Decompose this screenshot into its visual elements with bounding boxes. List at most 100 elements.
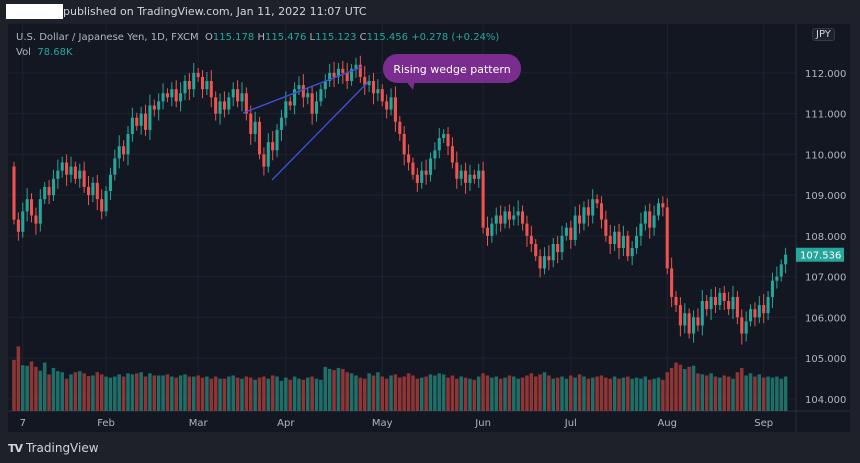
time-tick-label: May: [372, 418, 393, 429]
volume-bar: [380, 376, 385, 411]
open-label: O: [205, 32, 213, 43]
volume-bar: [722, 375, 726, 411]
volume-bar: [595, 376, 599, 411]
volume-bar: [60, 372, 64, 411]
candle: [108, 167, 112, 200]
publish-header: published on TradingView.com, Jan 11, 20…: [0, 0, 860, 24]
candle: [78, 163, 82, 188]
chart-pane[interactable]: [8, 24, 850, 432]
candle: [749, 304, 753, 327]
candle-body: [393, 97, 397, 122]
price-tick-label: 108.000: [805, 232, 846, 243]
candle: [139, 106, 143, 135]
candle: [240, 82, 244, 112]
volume-bar: [761, 377, 766, 411]
candle-body: [240, 93, 244, 102]
volume-bar: [656, 377, 661, 411]
candle-body: [161, 93, 165, 102]
candle-body: [301, 85, 305, 98]
volume-bar: [437, 373, 442, 411]
volume-bar: [218, 378, 222, 411]
volume-bar: [446, 377, 450, 411]
volume-bar: [512, 376, 516, 411]
candle-body: [341, 68, 345, 73]
candle: [135, 112, 139, 131]
volume-bar: [481, 373, 485, 411]
candle-body: [86, 186, 91, 196]
candle-body: [617, 231, 621, 249]
candle-body: [323, 81, 327, 90]
candle: [683, 303, 687, 334]
candle-body: [310, 93, 314, 114]
candle: [784, 247, 788, 274]
volume-bar: [25, 365, 29, 411]
candle: [218, 93, 222, 125]
candle-body: [639, 223, 643, 236]
candle: [722, 285, 726, 310]
candle: [130, 107, 134, 142]
candle: [148, 94, 152, 140]
candle-body: [696, 317, 700, 326]
change-value: +0.278 (+0.24%): [411, 32, 500, 43]
volume-bar: [783, 376, 788, 411]
candle-body: [95, 182, 99, 200]
candle: [314, 91, 319, 122]
candle: [104, 186, 108, 217]
candle-body: [236, 89, 240, 102]
wedge-upper-trendline[interactable]: [242, 66, 363, 114]
candle-body: [713, 296, 718, 306]
volume-bar: [108, 377, 113, 411]
candle-body: [345, 72, 349, 82]
wedge-lower-trendline[interactable]: [271, 81, 369, 181]
candle: [192, 62, 196, 98]
annotation-callout[interactable]: Rising wedge pattern: [383, 54, 521, 90]
candle: [521, 205, 525, 231]
volume-bar: [332, 370, 336, 411]
candle-body: [481, 170, 485, 228]
candle: [643, 205, 647, 231]
candle-body: [231, 89, 235, 98]
volume-bar: [12, 359, 16, 411]
currency-badge[interactable]: JPY: [812, 28, 835, 41]
candle-body: [749, 309, 753, 322]
candle: [442, 129, 446, 143]
candle-body: [692, 317, 696, 334]
candle: [253, 111, 257, 142]
volume-bar: [86, 376, 91, 411]
volume-bar: [21, 365, 25, 411]
volume-bar: [415, 378, 420, 411]
candle: [656, 198, 661, 221]
candle-body: [257, 121, 262, 155]
volume-bar: [564, 378, 569, 411]
candle-body: [578, 215, 582, 224]
candle: [529, 225, 533, 252]
volume-bar: [428, 374, 433, 411]
candle: [635, 226, 639, 254]
candle-body: [635, 235, 639, 249]
volume-bar: [389, 375, 393, 411]
volume-bar: [240, 378, 244, 411]
candle: [91, 176, 95, 203]
candle: [538, 249, 542, 278]
candle: [564, 222, 568, 241]
candle-body: [784, 254, 788, 265]
close-label: C: [359, 32, 367, 43]
candle: [389, 88, 393, 116]
candle: [323, 74, 327, 99]
candle-body: [450, 146, 454, 163]
volume-bar: [135, 373, 139, 411]
candle-body: [521, 211, 525, 224]
volume-bar: [516, 378, 520, 411]
volume-bar: [459, 376, 463, 411]
candle-body: [709, 296, 713, 310]
candle: [100, 189, 104, 220]
candle: [174, 80, 178, 108]
candle: [21, 202, 25, 238]
candle: [490, 217, 494, 243]
candle-body: [218, 101, 222, 114]
volume-bar: [279, 380, 284, 411]
redacted-author: [6, 4, 63, 19]
candle: [586, 199, 590, 227]
candle-body: [613, 231, 617, 244]
